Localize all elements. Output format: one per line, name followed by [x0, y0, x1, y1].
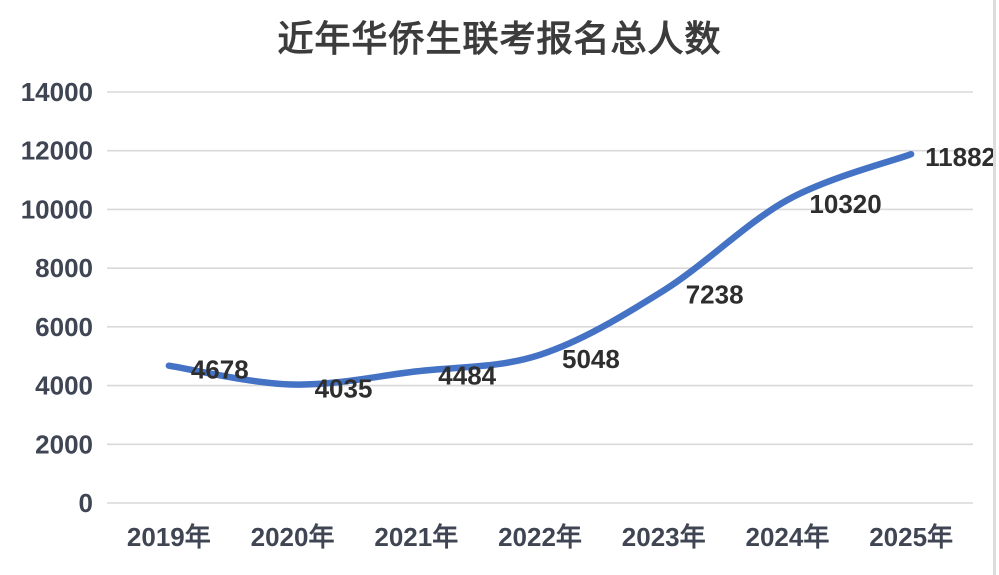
y-axis-tick-label: 12000 [21, 136, 93, 166]
data-label: 7238 [686, 280, 744, 310]
x-axis-tick-label: 2022年 [498, 522, 582, 552]
x-axis-tick-label: 2025年 [869, 522, 953, 552]
y-axis-tick-label: 10000 [21, 194, 93, 224]
data-label: 4035 [315, 374, 373, 404]
y-axis-tick-label: 4000 [35, 371, 93, 401]
y-axis-tick-label: 2000 [35, 429, 93, 459]
y-axis-tick-label: 6000 [35, 312, 93, 342]
x-axis-tick-label: 2021年 [374, 522, 458, 552]
data-label: 4678 [191, 355, 249, 385]
series-layer [165, 150, 915, 388]
data-label: 10320 [809, 189, 881, 219]
data-labels: 4678 4035 4484 5048 7238 10320 11882 [191, 142, 996, 403]
data-label: 11882 [925, 142, 996, 172]
x-axis-tick-label: 2023年 [622, 522, 706, 552]
y-axis-tick-label: 14000 [21, 77, 93, 107]
y-axis-tick-label: 8000 [35, 253, 93, 283]
x-axis-tick-label: 2020年 [251, 522, 335, 552]
series-line [165, 150, 915, 388]
data-label: 5048 [562, 344, 620, 374]
gridlines [107, 91, 973, 504]
data-label: 4484 [438, 360, 496, 390]
chart-title: 近年华侨生联考报名总人数 [277, 18, 722, 59]
x-axis-tick-label: 2024年 [746, 522, 830, 552]
y-axis-tick-label: 0 [79, 488, 93, 518]
x-axis-tick-label: 2019年 [127, 522, 211, 552]
x-axis-tick-labels: 2019年 2020年 2021年 2022年 2023年 2024年 2025年 [127, 522, 953, 552]
y-axis-tick-labels: 0 2000 4000 6000 8000 10000 12000 14000 [21, 77, 93, 518]
